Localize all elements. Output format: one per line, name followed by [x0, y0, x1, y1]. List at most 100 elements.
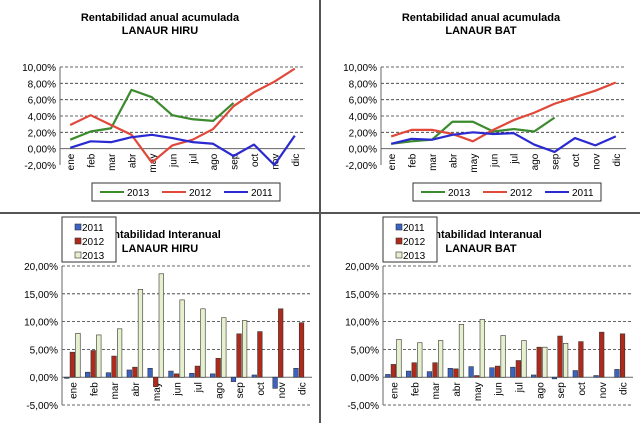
- legend-label: 2013: [403, 251, 426, 262]
- bar-2013-sep: [563, 342, 569, 378]
- x-tick-label: ago: [209, 153, 220, 170]
- bar-2011-dic: [293, 368, 299, 378]
- y-tick-label: 4,00%: [349, 112, 377, 123]
- chart-bat-interanual: Rentabilidad Interanual LANAUR BAT -5,00% 0…: [345, 216, 633, 412]
- bar-2011-ago: [531, 374, 537, 378]
- chart-subtitle: LANAUR HIRU: [122, 25, 198, 37]
- legend-label: 2011: [82, 223, 104, 234]
- chart-title: Rentabilidad anual acumulada: [402, 12, 561, 24]
- series-line-2013: [69, 88, 235, 141]
- bar-2011-feb: [406, 370, 412, 378]
- y-tick-label: -5,00%: [26, 401, 58, 412]
- bar-2011-jul: [510, 366, 516, 378]
- bar-2012-sep: [557, 335, 563, 378]
- bar-2011-may: [468, 366, 474, 378]
- x-tick-label: mar: [431, 382, 442, 400]
- bar-2012-may: [474, 375, 480, 378]
- bar-2013-ago: [221, 317, 227, 378]
- y-tick-label: 6,00%: [349, 96, 377, 107]
- x-tick-label: ene: [387, 153, 398, 170]
- x-tick-label: feb: [89, 382, 100, 396]
- bar-2013-sep: [242, 320, 248, 378]
- bar-2012-mar: [111, 355, 117, 378]
- bar-2013-jul: [521, 340, 527, 378]
- bar-2013-abr: [458, 324, 465, 378]
- bar-2011-ene: [385, 374, 391, 378]
- y-tick-label: 5,00%: [351, 345, 379, 356]
- legend-swatch-2013: [74, 251, 82, 259]
- x-tick-label: jun: [494, 382, 505, 396]
- bar-2012-ene: [69, 351, 75, 378]
- bar-2012-nov: [599, 331, 605, 378]
- y-tick-label: 15,00%: [345, 290, 379, 301]
- chart-title: Rentabilidad Interanual: [420, 229, 542, 241]
- x-tick-label: feb: [408, 153, 419, 167]
- chart-title: Rentabilidad Interanual: [99, 229, 221, 241]
- bar-2012-abr: [453, 368, 459, 378]
- x-tick-label: abr: [127, 153, 138, 168]
- bar-2012-abr: [132, 366, 138, 378]
- y-tick-label: 0,00%: [30, 373, 58, 384]
- bar-2011-oct: [572, 370, 578, 378]
- bar-2011-jun: [489, 367, 495, 378]
- horizontal-divider: [0, 212, 640, 214]
- x-tick-label: ene: [389, 382, 400, 399]
- bar-2012-oct: [578, 341, 584, 378]
- x-tick-label: mar: [107, 153, 118, 171]
- bar-2011-nov: [272, 376, 278, 389]
- y-tick-label: 8,00%: [28, 79, 56, 90]
- y-tick-label: 10,00%: [343, 63, 377, 74]
- bar-2013-feb: [96, 334, 102, 378]
- x-tick-label: oct: [250, 153, 261, 167]
- y-tick-label: 10,00%: [24, 318, 58, 329]
- x-tick-label: jul: [189, 154, 200, 165]
- legend-label: 2012: [189, 188, 212, 199]
- chart-title: Rentabilidad anual acumulada: [81, 12, 240, 24]
- y-tick-label: 20,00%: [24, 262, 58, 273]
- x-tick-label: mar: [110, 382, 121, 400]
- series-line-2011: [390, 131, 617, 154]
- bar-2011-mar: [105, 372, 112, 378]
- bar-2012-feb: [411, 362, 417, 378]
- bar-2011-ene: [64, 376, 70, 379]
- vertical-divider: [319, 0, 321, 423]
- legend-label: 2011: [572, 188, 594, 199]
- legend-label: 2011: [403, 223, 425, 234]
- y-tick-label: 15,00%: [24, 290, 58, 301]
- bar-2013-jul: [200, 308, 206, 378]
- legend-label: 2012: [82, 237, 105, 248]
- legend-label: 2013: [82, 251, 105, 262]
- bar-2011-feb: [85, 371, 91, 378]
- bar-2011-may: [147, 368, 153, 378]
- bar-2013-may: [479, 319, 485, 378]
- x-tick-label: abr: [452, 382, 463, 397]
- x-tick-label: sep: [556, 382, 567, 399]
- bar-2012-oct: [257, 331, 263, 378]
- x-tick-label: jun: [168, 154, 179, 168]
- x-tick-label: sep: [230, 153, 241, 170]
- bar-2012-feb: [90, 350, 96, 378]
- x-tick-label: ene: [66, 153, 77, 170]
- y-tick-label: 2,00%: [349, 128, 377, 139]
- legend-label: 2011: [251, 188, 273, 199]
- series-line-2011: [69, 133, 296, 167]
- x-tick-label: oct: [256, 382, 267, 396]
- bar-2011-sep: [551, 376, 558, 380]
- legend-label: 2012: [403, 237, 426, 248]
- legend-swatch-2012: [395, 237, 403, 245]
- x-tick-label: feb: [87, 153, 98, 167]
- x-tick-label: feb: [410, 382, 421, 396]
- x-tick-label: dic: [291, 154, 302, 167]
- legend-swatch-2012: [74, 237, 82, 245]
- bar-2013-jun: [500, 335, 506, 378]
- bar-2013-may: [158, 273, 164, 378]
- legend-swatch-2011: [395, 223, 403, 231]
- bar-2012-sep: [236, 333, 242, 378]
- bar-2013-jun: [179, 299, 185, 378]
- bar-2013-feb: [417, 342, 423, 378]
- y-tick-label: -2,00%: [24, 161, 56, 172]
- y-tick-label: 10,00%: [22, 63, 56, 74]
- x-tick-label: jun: [489, 154, 500, 168]
